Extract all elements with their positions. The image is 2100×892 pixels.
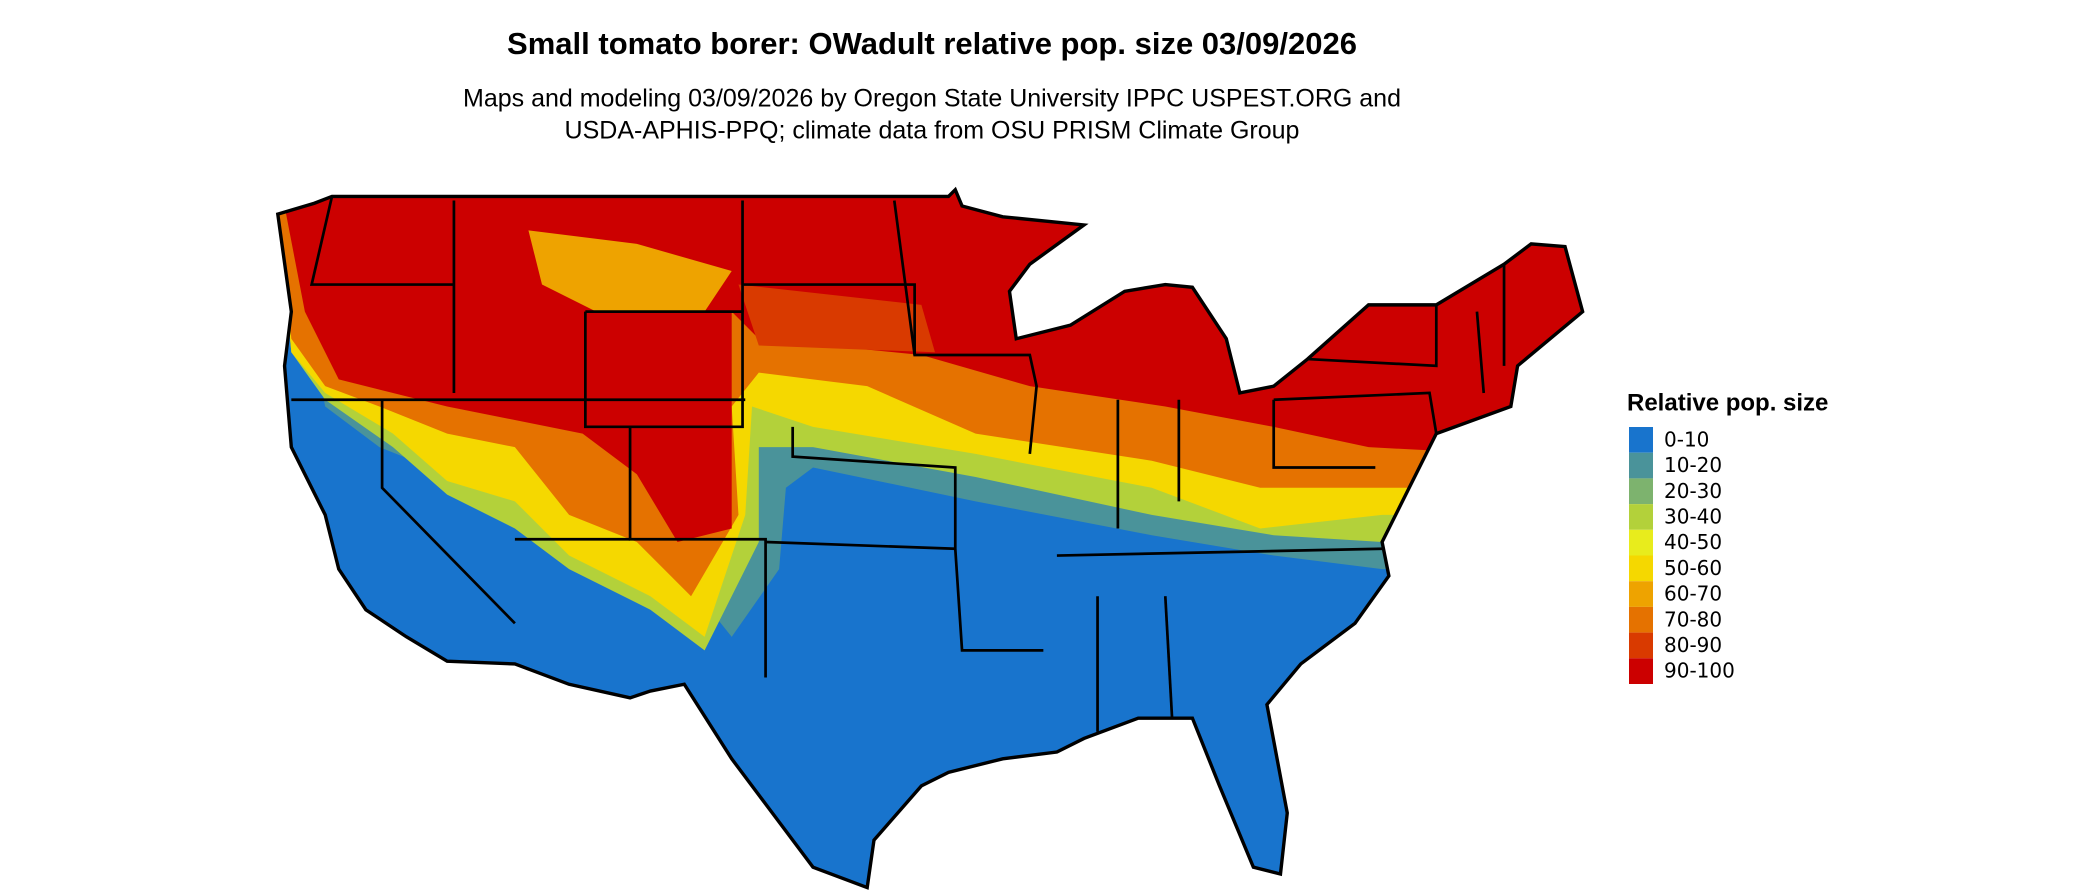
- legend-label: 60-70: [1664, 582, 1722, 606]
- legend-swatch: [1629, 658, 1653, 684]
- legend-swatch: [1629, 452, 1653, 479]
- legend-label: 40-50: [1664, 530, 1722, 554]
- legend-swatch: [1629, 555, 1653, 582]
- legend-swatch: [1629, 529, 1653, 556]
- legend-swatch: [1629, 606, 1653, 633]
- legend-swatch: [1629, 504, 1653, 530]
- legend-label: 90-100: [1664, 659, 1735, 683]
- legend-label: 50-60: [1664, 556, 1722, 580]
- us-map: [276, 188, 1585, 890]
- legend-label: 20-30: [1664, 479, 1722, 503]
- legend-swatch: [1629, 427, 1653, 453]
- legend-label: 80-90: [1664, 633, 1722, 657]
- map-subtitle: Maps and modeling 03/09/2026 by Oregon S…: [463, 85, 1401, 113]
- legend-label: 0-10: [1664, 427, 1709, 451]
- map-subtitle: USDA-APHIS-PPQ; climate data from OSU PR…: [565, 117, 1300, 145]
- map-title: Small tomato borer: OWadult relative pop…: [507, 26, 1357, 61]
- legend-swatch: [1629, 581, 1653, 607]
- legend-label: 70-80: [1664, 607, 1722, 631]
- legend-swatch: [1629, 478, 1653, 505]
- legend-label: 30-40: [1664, 504, 1722, 528]
- legend: Relative pop. size 0-1010-2020-3030-4040…: [1627, 389, 1828, 684]
- legend-swatch: [1629, 632, 1653, 659]
- legend-label: 10-20: [1664, 453, 1722, 477]
- legend-title: Relative pop. size: [1627, 389, 1828, 416]
